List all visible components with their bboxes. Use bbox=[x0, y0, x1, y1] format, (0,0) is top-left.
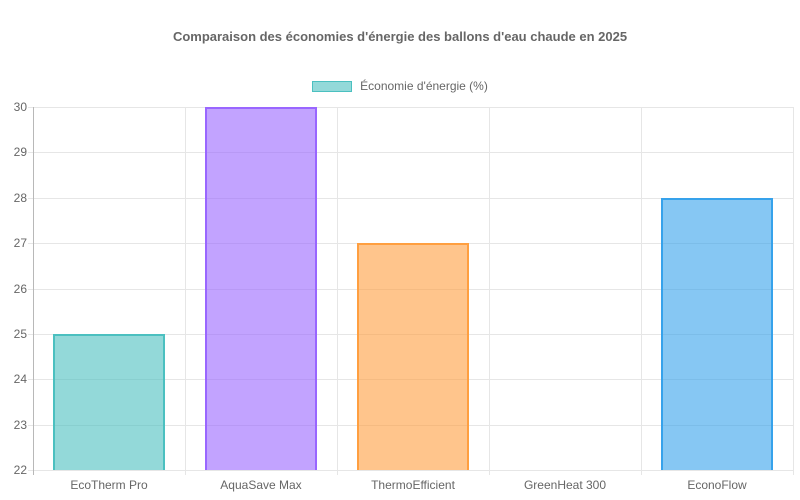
y-gridline bbox=[28, 470, 793, 471]
legend-swatch bbox=[312, 80, 353, 92]
bar-aquasave-max[interactable] bbox=[205, 107, 317, 470]
bar-thermoefficient[interactable] bbox=[357, 243, 469, 470]
bar-ecotherm-pro[interactable] bbox=[53, 334, 165, 470]
y-gridline bbox=[28, 198, 793, 199]
x-tick-label: GreenHeat 300 bbox=[523, 478, 607, 492]
y-tick-label: 23 bbox=[13, 418, 27, 432]
y-gridline bbox=[28, 152, 793, 153]
x-gridline bbox=[185, 107, 186, 475]
y-gridline bbox=[28, 107, 793, 108]
x-gridline bbox=[793, 107, 794, 475]
bar-econoflow[interactable] bbox=[661, 198, 773, 470]
x-gridline bbox=[641, 107, 642, 475]
y-tick-label: 25 bbox=[13, 327, 27, 341]
y-tick-label: 30 bbox=[13, 100, 27, 114]
y-tick-label: 28 bbox=[13, 191, 27, 205]
legend-label: Économie d'énergie (%) bbox=[360, 79, 488, 93]
x-tick-label: ThermoEfficient bbox=[371, 478, 455, 492]
y-tick-label: 29 bbox=[13, 145, 27, 159]
y-tick-label: 22 bbox=[13, 463, 27, 477]
y-tick-label: 26 bbox=[13, 282, 27, 296]
y-tick-label: 27 bbox=[13, 236, 27, 250]
x-tick-label: EcoTherm Pro bbox=[70, 478, 148, 492]
chart-title: Comparaison des économies d'énergie des … bbox=[172, 29, 628, 44]
x-tick-label: AquaSave Max bbox=[220, 478, 302, 492]
y-axis-line bbox=[33, 107, 34, 475]
y-tick-label: 24 bbox=[13, 372, 27, 386]
legend-item[interactable]: Économie d'énergie (%) bbox=[0, 78, 800, 94]
x-gridline bbox=[337, 107, 338, 475]
x-gridline bbox=[489, 107, 490, 475]
x-tick-label: EconoFlow bbox=[687, 478, 747, 492]
